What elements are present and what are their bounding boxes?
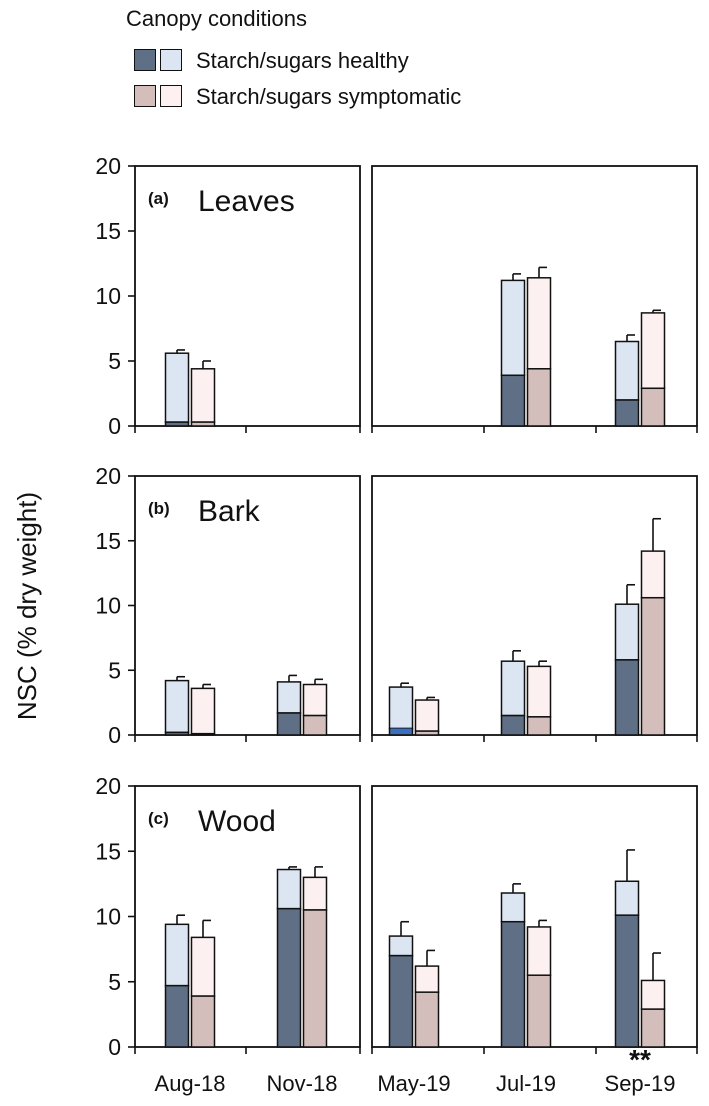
bar-symptomatic-starch	[640, 387, 666, 427]
x-tick-label: Nov-18	[267, 1071, 338, 1096]
bar-symptomatic-sugars	[640, 312, 666, 390]
x-tick-label: May-19	[377, 1071, 450, 1096]
bar-symptomatic-sugars	[526, 665, 552, 718]
bar-symptomatic-sugars	[640, 550, 666, 599]
bar-symptomatic-starch	[414, 991, 440, 1048]
bar-symptomatic-starch	[526, 368, 552, 427]
y-tick-label: 5	[108, 657, 121, 683]
bar-healthy-sugars	[164, 679, 190, 734]
y-tick-label: 20	[95, 463, 121, 489]
bar-healthy-sugars	[614, 603, 640, 661]
bar-healthy-sugars	[276, 681, 302, 714]
x-tick-label: Sep-19	[605, 1071, 676, 1096]
bar-healthy-sugars	[614, 340, 640, 401]
x-tick-label: Jul-19	[496, 1071, 556, 1096]
bar-symptomatic-sugars	[414, 965, 440, 993]
y-tick-label: 15	[95, 528, 121, 554]
bar-symptomatic-starch	[526, 716, 552, 736]
bar-symptomatic-starch	[190, 995, 216, 1048]
y-tick-label: 0	[108, 413, 121, 439]
bar-symptomatic-sugars	[526, 277, 552, 370]
bar-symptomatic-starch	[414, 730, 440, 736]
bar-healthy-sugars	[164, 352, 190, 423]
bar-symptomatic-sugars	[414, 699, 440, 732]
legend-swatch-symptomatic-starch	[134, 85, 156, 107]
bar-symptomatic-sugars	[640, 979, 666, 1010]
bar-healthy-starch	[614, 399, 640, 427]
bar-healthy-sugars	[388, 686, 414, 730]
bar-symptomatic-starch	[190, 421, 216, 427]
bar-healthy-starch	[164, 731, 190, 736]
y-tick-label: 5	[108, 348, 121, 374]
y-tick-label: 15	[95, 838, 121, 864]
y-tick-label: 0	[108, 722, 121, 748]
bar-healthy-starch	[500, 374, 526, 427]
bar-symptomatic-starch	[640, 1008, 666, 1048]
y-tick-label: 20	[95, 153, 121, 179]
bar-healthy-sugars	[614, 880, 640, 916]
legend: Canopy conditions Starch/sugars healthy …	[0, 0, 709, 120]
y-axis-label: NSC (% dry weight)	[12, 492, 42, 720]
bar-symptomatic-starch	[302, 909, 328, 1048]
bar-healthy-starch-accent	[390, 728, 412, 734]
bar-symptomatic-sugars	[302, 683, 328, 717]
panel-name: Leaves	[198, 185, 295, 218]
bar-healthy-sugars	[500, 660, 526, 717]
bar-healthy-starch	[614, 659, 640, 736]
bar-symptomatic-sugars	[526, 926, 552, 976]
legend-swatch-symptomatic-sugars	[160, 85, 182, 107]
bar-healthy-sugars	[500, 279, 526, 377]
x-tick-label: Aug-18	[155, 1071, 226, 1096]
bar-healthy-starch	[164, 984, 190, 1048]
legend-swatch-healthy-sugars	[160, 49, 182, 71]
bar-healthy-starch	[500, 714, 526, 736]
bar-symptomatic-sugars	[190, 936, 216, 997]
y-tick-label: 10	[95, 904, 121, 930]
y-tick-label: 10	[95, 283, 121, 309]
legend-label-symptomatic: Starch/sugars symptomatic	[196, 84, 462, 109]
bar-healthy-starch	[164, 421, 190, 427]
bar-symptomatic-sugars	[190, 368, 216, 423]
panel-name: Bark	[198, 495, 261, 528]
bar-symptomatic-sugars	[302, 876, 328, 911]
bar-healthy-sugars	[500, 892, 526, 923]
y-tick-label: 10	[95, 593, 121, 619]
bar-healthy-starch	[276, 712, 302, 736]
bar-healthy-sugars	[276, 868, 302, 910]
bar-healthy-starch	[614, 914, 640, 1048]
significance-annotation: **	[629, 1044, 651, 1075]
bar-healthy-starch	[276, 907, 302, 1048]
bar-healthy-sugars	[388, 935, 414, 957]
legend-label-healthy: Starch/sugars healthy	[196, 48, 409, 73]
legend-title: Canopy conditions	[126, 6, 308, 31]
panel-name: Wood	[198, 805, 276, 838]
bar-healthy-starch	[500, 920, 526, 1048]
bar-symptomatic-sugars	[190, 687, 216, 735]
panel-letter: (a)	[148, 189, 169, 208]
y-tick-label: 5	[108, 969, 121, 995]
panel-letter: (b)	[148, 499, 170, 518]
bar-healthy-starch	[388, 954, 414, 1048]
y-tick-label: 15	[95, 218, 121, 244]
legend-swatch-healthy-starch	[134, 49, 156, 71]
bar-symptomatic-starch	[640, 596, 666, 736]
bar-symptomatic-starch	[526, 974, 552, 1048]
y-tick-label: 0	[108, 1034, 121, 1060]
bar-healthy-sugars	[164, 923, 190, 987]
bar-symptomatic-starch	[190, 732, 216, 736]
bar-symptomatic-starch	[302, 714, 328, 736]
y-tick-label: 20	[95, 773, 121, 799]
panel-letter: (c)	[148, 809, 169, 828]
